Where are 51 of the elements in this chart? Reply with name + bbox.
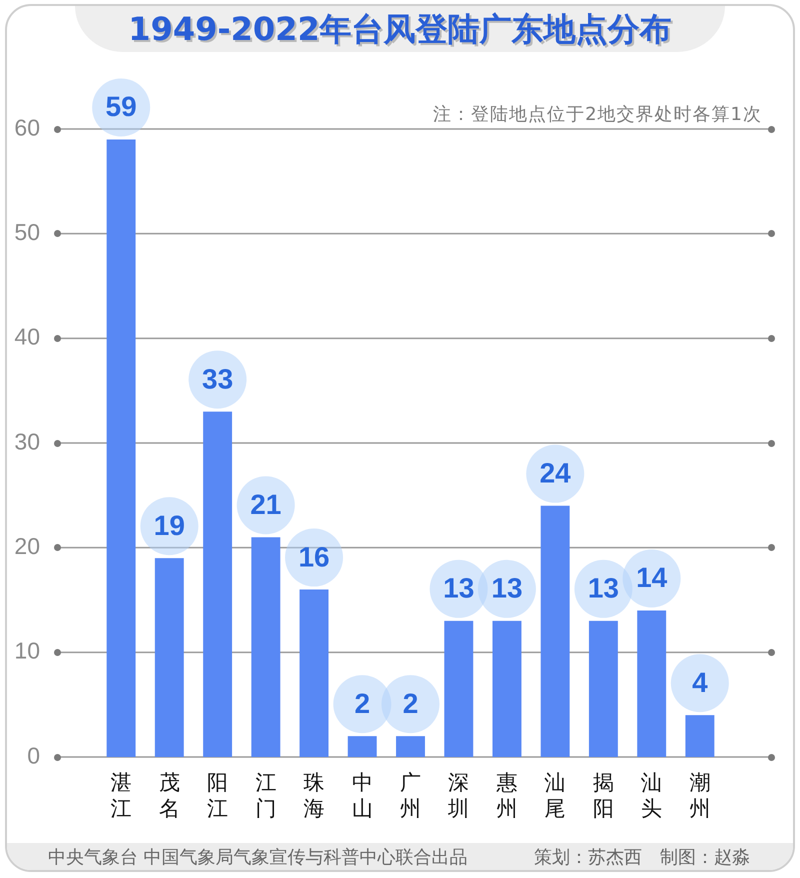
bar <box>154 558 184 757</box>
bar <box>348 736 377 757</box>
data-label: 14 <box>636 562 668 594</box>
data-label: 24 <box>540 458 572 489</box>
bar <box>540 506 570 757</box>
y-tick-label: 0 <box>27 742 40 768</box>
x-tick-label: 广州 <box>400 770 421 821</box>
x-tick-label: 惠州 <box>495 770 518 821</box>
y-tick-label: 60 <box>14 114 40 140</box>
data-label: 2 <box>402 688 418 719</box>
x-tick-label: 江门 <box>255 770 276 821</box>
bar <box>396 736 425 757</box>
bar <box>106 139 136 757</box>
x-tick-label: 中山 <box>352 770 373 821</box>
data-label: 59 <box>106 91 137 122</box>
data-label: 16 <box>298 541 330 572</box>
text: 制图：赵淼 <box>660 847 750 869</box>
x-tick-label: 汕头 <box>641 770 662 821</box>
x-tick-label: 湛江 <box>110 770 132 821</box>
y-tick-label: 40 <box>14 324 40 350</box>
chart-title: 1949-2022年台风登陆广东地点分布 <box>128 10 672 48</box>
bar <box>444 620 474 757</box>
x-tick-label: 潮州 <box>689 770 710 821</box>
bar <box>637 610 666 757</box>
data-label: 21 <box>250 488 282 520</box>
x-tick-label: 汕尾 <box>544 770 566 821</box>
text: 中央气象台 中国气象局气象宣传与科普中心联合出品 <box>48 847 468 868</box>
x-tick-label: 阳江 <box>207 770 228 821</box>
text: 注：登陆地点位于2地交界处时各算1次 <box>433 104 762 125</box>
data-label: 19 <box>154 510 185 541</box>
y-tick-label: 30 <box>14 428 40 454</box>
x-tick-label: 茂名 <box>158 770 180 821</box>
text: 策划：苏杰西 <box>534 847 642 869</box>
bar <box>588 620 618 757</box>
x-tick-label: 珠海 <box>304 770 325 821</box>
bar <box>685 715 714 757</box>
data-label: 13 <box>491 572 523 604</box>
y-tick-label: 20 <box>14 533 40 560</box>
data-label: 4 <box>692 666 708 698</box>
data-label: 33 <box>202 363 234 394</box>
data-label: 13 <box>588 572 619 604</box>
bar <box>203 412 232 757</box>
y-tick-label: 50 <box>14 219 40 246</box>
data-label: 13 <box>443 572 474 604</box>
bar <box>251 537 280 757</box>
bar <box>300 590 329 757</box>
x-tick-label: 深圳 <box>447 770 470 821</box>
bar <box>492 620 522 757</box>
y-tick-label: 10 <box>14 638 40 664</box>
x-tick-label: 揭阳 <box>592 770 614 821</box>
data-label: 2 <box>354 688 370 719</box>
